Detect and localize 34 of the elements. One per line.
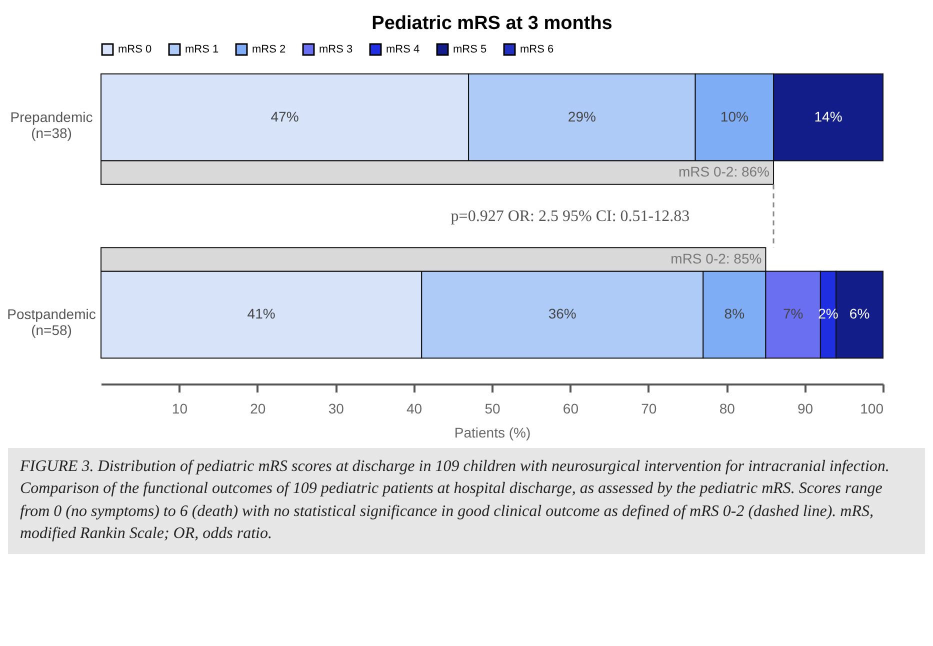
annotation: p=0.927 OR: 2.5 95% CI: 0.51-12.83 [450,208,690,225]
legend-label: mRS 4 [386,44,420,56]
x-tick-label: 70 [641,400,657,416]
x-tick-label: 20 [250,400,266,416]
data-label: 36% [548,306,576,322]
data-label: mRS 0-2: 86% [678,164,770,180]
x-tick-label: 40 [406,400,422,416]
x-tick-label: 90 [798,400,814,416]
x-tick-label: 60 [562,400,579,416]
chart-title: Pediatric mRS at 3 months [372,13,612,34]
data-label: 10% [720,108,748,124]
y-tick-label: Postpandemic (n=58) [7,306,96,338]
data-label: mRS 0-2: 85% [670,250,762,266]
data-label: 6% [849,306,870,322]
legend-label: mRS 2 [252,44,286,56]
y-tick-label: Prepandemic (n=38) [10,108,93,141]
x-tick-label: 10 [172,400,188,416]
data-label: 14% [814,108,842,124]
x-axis-title: Patients (%) [454,424,531,440]
legend-label: mRS 3 [319,44,353,56]
x-tick-label: 80 [719,400,736,416]
data-label: 47% [270,108,299,124]
data-label: 41% [247,306,276,322]
legend-label: mRS 1 [185,44,219,56]
x-tick-label: 50 [484,400,500,416]
legend-label: mRS 0 [118,44,152,56]
legend-label: mRS 5 [453,44,487,56]
x-tick-label: 30 [328,400,344,416]
x-tick-label: 100 [860,400,884,416]
data-label: 29% [568,108,596,124]
data-label: 8% [724,306,745,322]
legend-label: mRS 6 [520,44,554,56]
caption: FIGURE 3. Distribution of pediatric mRS scores at discharge in 109 children with neurosurgical intervention for intracranial infection. Comparison of the functional outcomes of 109 pediatric patients at hospital discharge, as assessed by the pediatric mRS. Scores range from 0 (no symptoms) to 6 (death) with no statistical significance in good clinical outcome as defined of mRS 0-2 (dashed line). mRS, modified Rankin Scale; OR, odds ratio. [8,448,925,554]
data-label: 7% [782,306,804,322]
